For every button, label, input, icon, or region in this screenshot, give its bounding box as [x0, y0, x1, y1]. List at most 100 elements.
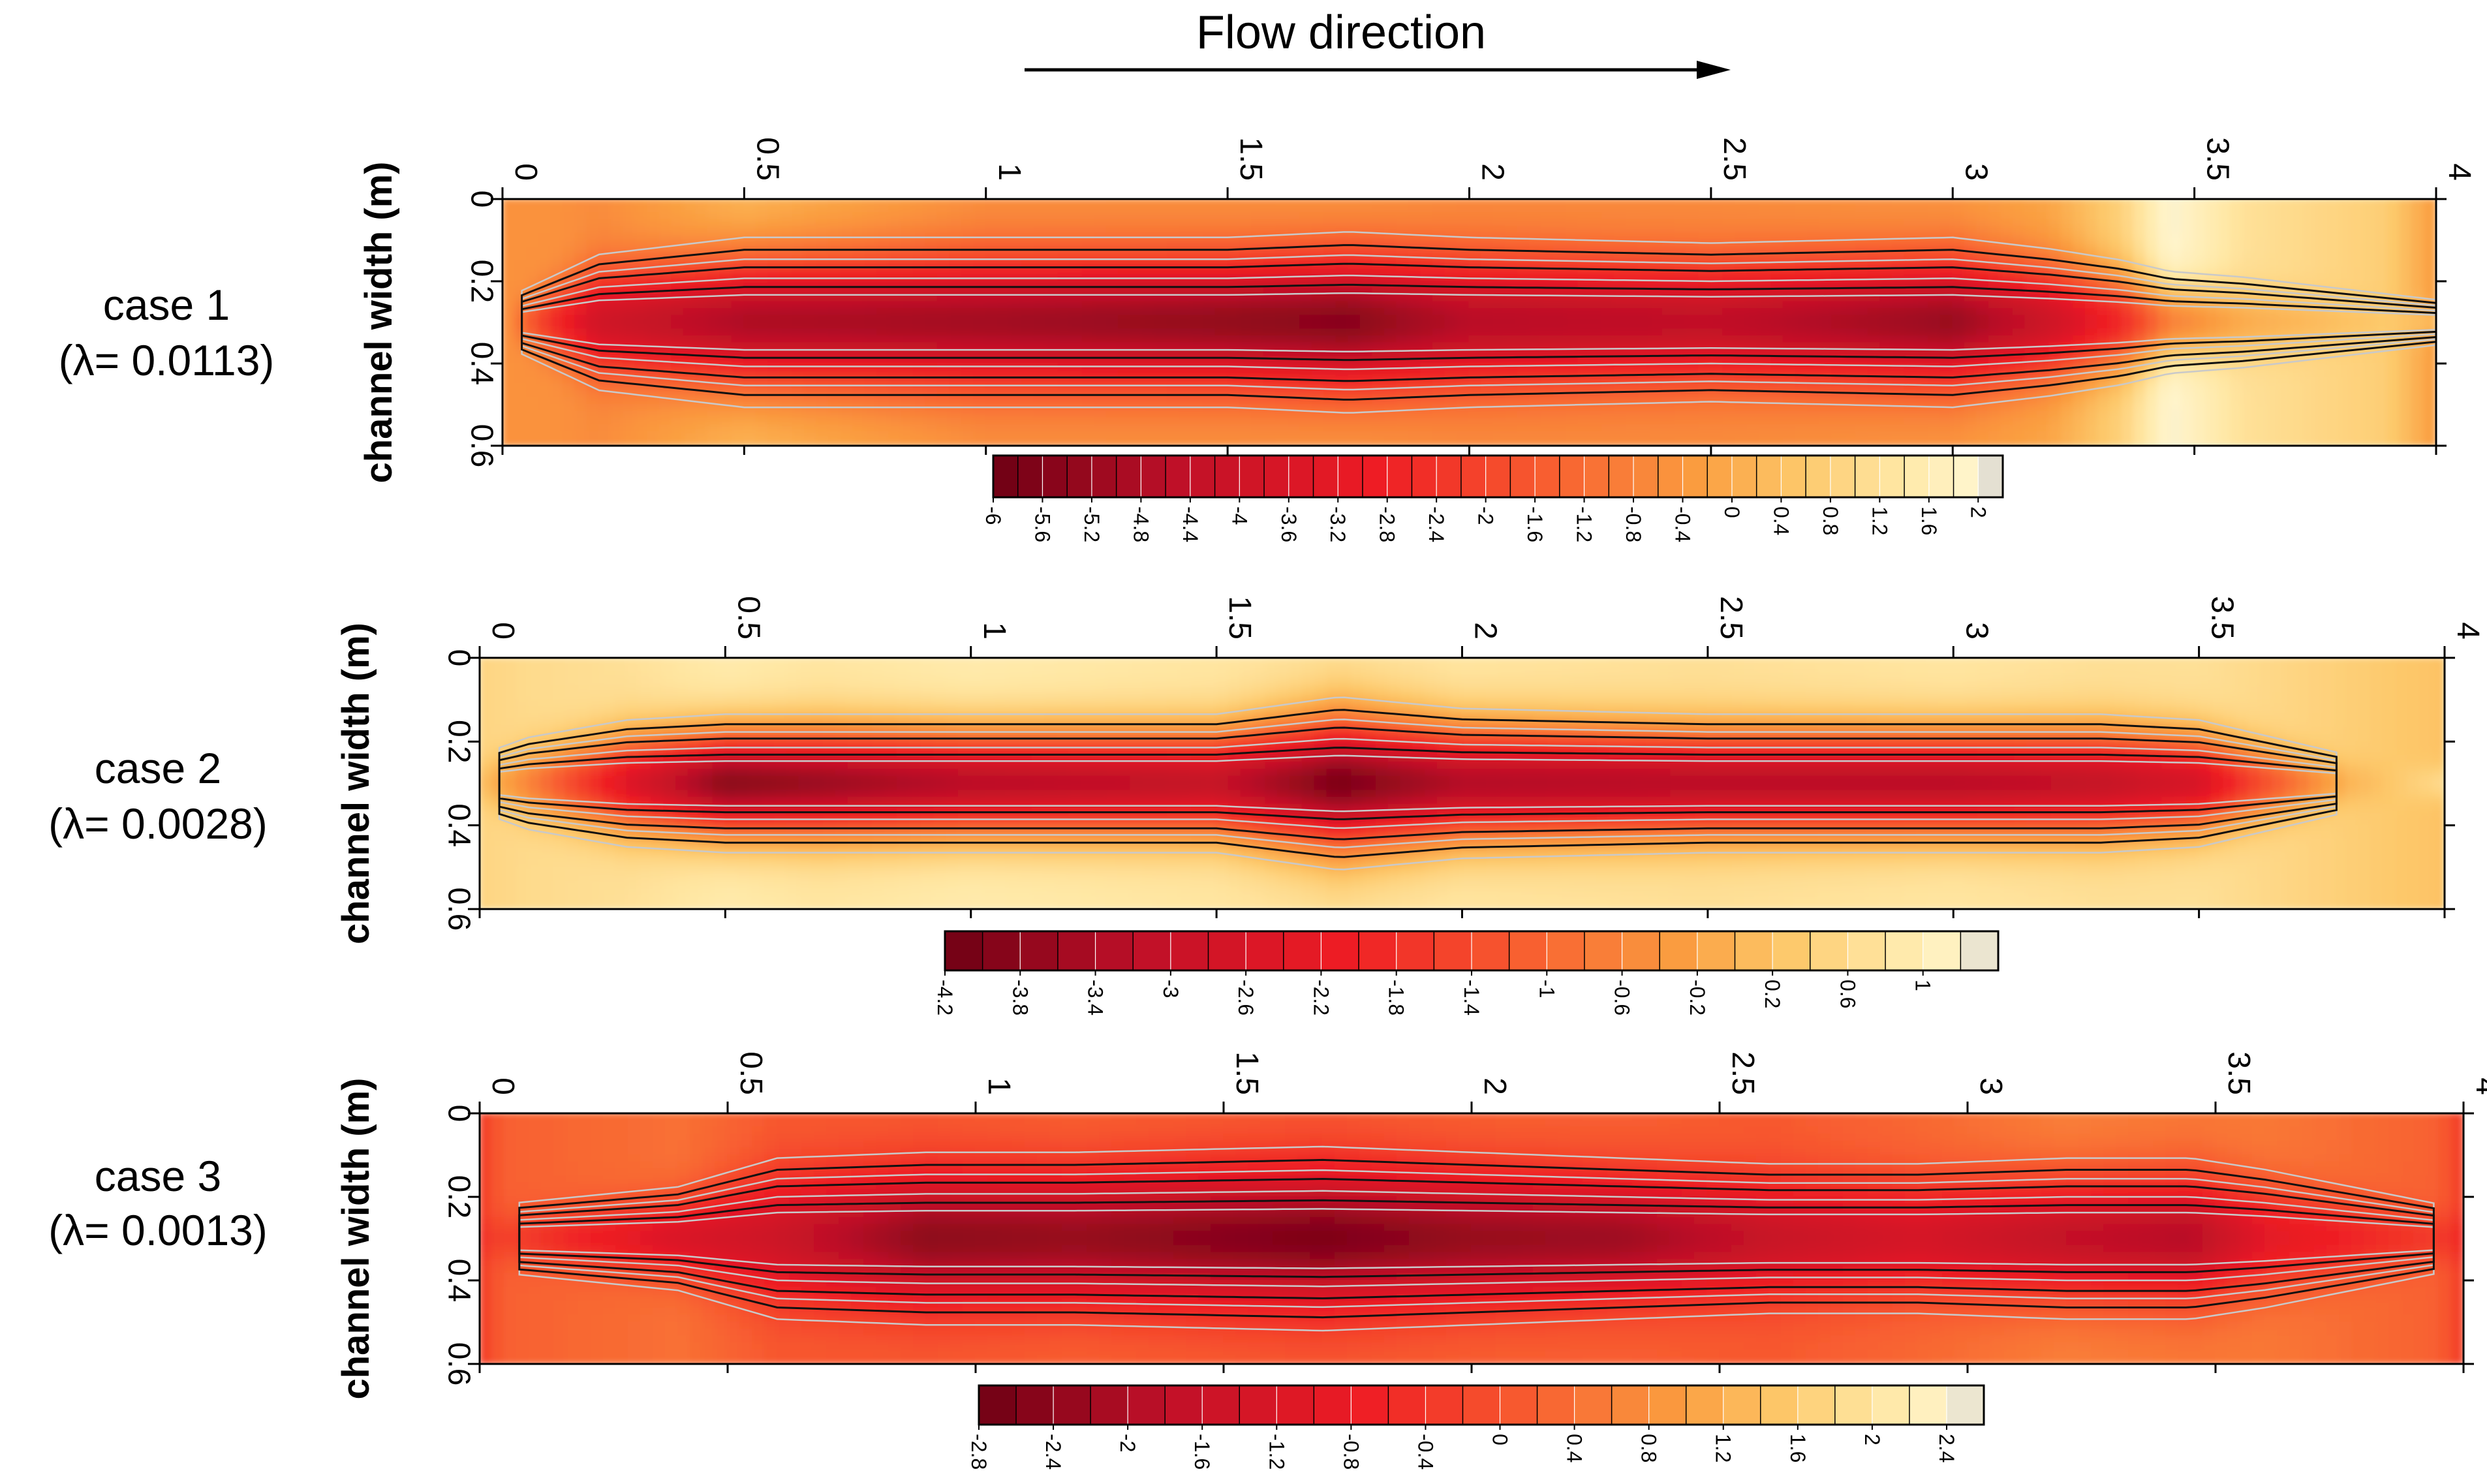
colorbar-label: -1.4: [1460, 980, 1483, 1015]
colorbar-bin: [1885, 931, 1924, 971]
colorbar-bin: [1904, 455, 1930, 498]
colorbar-bin: [1053, 1385, 1092, 1425]
colorbar-bin: [1066, 455, 1093, 498]
y-tick-label: 0.2: [465, 260, 499, 303]
colorbar-label: -0.8: [1622, 506, 1645, 542]
colorbar-bin: [1760, 1385, 1799, 1425]
colorbar-label: -1.8: [1385, 980, 1408, 1015]
y-tick-label: 0.2: [442, 1175, 476, 1219]
colorbar-label: -6: [981, 506, 1005, 525]
colorbar-label: 2: [1966, 506, 1990, 518]
x-tick-label: 0: [486, 622, 520, 640]
colorbar-bin: [1772, 931, 1811, 971]
colorbar-bin: [1471, 931, 1510, 971]
y-tick-label: 0.6: [442, 888, 476, 931]
colorbar-bin: [978, 1385, 1017, 1425]
colorbar-label: -2.8: [967, 1434, 991, 1470]
x-tick-label: 3.5: [2221, 1051, 2256, 1095]
heat-field: [502, 199, 2436, 446]
colorbar-bin: [1358, 931, 1397, 971]
x-tick-label: 3: [1959, 622, 1994, 640]
colorbar-bin: [1734, 931, 1774, 971]
case-label: case 3: [95, 1152, 221, 1200]
contour-lines: [498, 696, 2338, 871]
colorbar-label: -4.8: [1129, 506, 1152, 542]
colorbar-bin: [1633, 455, 1659, 498]
colorbar-label: -3.2: [1326, 506, 1350, 542]
x-tick-label: 3: [1958, 163, 1993, 181]
colorbar-label: 0: [1720, 506, 1744, 518]
colorbar-label: -2.2: [1309, 980, 1333, 1015]
colorbar-bin: [1780, 455, 1807, 498]
y-tick-label: 0: [442, 649, 476, 667]
colorbar-bin: [1337, 455, 1364, 498]
colorbar-bin: [1534, 455, 1560, 498]
colorbar-label: 0.6: [1836, 980, 1859, 1008]
colorbar-bin: [1201, 1385, 1241, 1425]
flow-direction-arrow: [1025, 61, 1731, 79]
colorbar-label: -0.6: [1611, 980, 1634, 1015]
colorbar-bin: [1387, 1385, 1427, 1425]
colorbar-bin: [1017, 455, 1043, 498]
colorbar-bin: [1436, 455, 1462, 498]
colorbar-bin: [1536, 1385, 1575, 1425]
x-tick-label: 4: [2450, 622, 2485, 640]
colorbar-label: -0.2: [1686, 980, 1709, 1015]
y-tick-label: 0.6: [442, 1342, 476, 1386]
panels-container: 0 0.5 1 1.5 2 2.5 3 3.5 4 0 0.2 0.4 0.6 channel width…: [48, 137, 2487, 1470]
colorbar-bin: [1350, 1385, 1389, 1425]
contour-lines: [518, 1145, 2435, 1332]
colorbar-bin: [1214, 455, 1241, 498]
case-label: case 2: [95, 744, 221, 792]
colorbar-bin: [1019, 931, 1059, 971]
x-tick-label: 2.5: [1725, 1051, 1760, 1095]
colorbar-bin: [1312, 455, 1339, 498]
colorbar-label: 0.8: [1819, 506, 1842, 535]
x-tick-label: 2: [1468, 622, 1503, 640]
colorbar-bin: [1276, 1385, 1315, 1425]
x-tick-label: 2: [1477, 1077, 1512, 1095]
colorbar-bin: [1239, 455, 1265, 498]
colorbar-bin: [1573, 1385, 1613, 1425]
colorbar-bin: [1682, 455, 1708, 498]
colorbar: -6 -5.6 -5.2 -4.8 -4.4 -4 -3.6 -3.2 -2.8 -2.4 -2 -1…: [981, 454, 2004, 542]
colorbar-bin: [1611, 1385, 1650, 1425]
y-tick-label: 0: [442, 1105, 476, 1122]
colorbar-bin: [1091, 455, 1117, 498]
colorbar-label: 1.6: [1917, 506, 1941, 535]
colorbar-label: -4.4: [1179, 506, 1202, 542]
colorbar-bin: [1648, 1385, 1687, 1425]
colorbar-bin: [981, 931, 1021, 971]
y-tick-label: 0.4: [442, 803, 476, 847]
colorbar-bin: [1396, 931, 1435, 971]
colorbar-label: -2.4: [1425, 506, 1448, 542]
colorbar-bin: [1411, 455, 1438, 498]
y-axis-title: channel width (m): [358, 162, 400, 484]
colorbar-label: -2: [1116, 1434, 1139, 1452]
x-tick-label: 0.5: [734, 1051, 768, 1095]
colorbar-label: 0.4: [1563, 1434, 1586, 1462]
lambda-label: (λ= 0.0028): [48, 799, 268, 848]
colorbar-label: 2: [1861, 1434, 1884, 1445]
colorbar-bin: [1830, 455, 1856, 498]
contour-lines: [521, 231, 2436, 414]
colorbar-label: 0.8: [1637, 1434, 1661, 1462]
y-tick-label: 0.4: [442, 1259, 476, 1303]
x-tick-label: 0.5: [750, 137, 784, 181]
panel-case-2: 0 0.5 1 1.5 2 2.5 3 3.5 4 0 0.2 0.4 0.6 channel width…: [48, 596, 2485, 1015]
x-tick-label: 3: [1973, 1077, 2008, 1095]
colorbar-bin: [1127, 1385, 1166, 1425]
y-tick-label: 0.4: [465, 342, 499, 386]
colorbar-bin: [1140, 455, 1167, 498]
colorbar-label: 0: [1489, 1434, 1512, 1445]
colorbar-bin: [1872, 1385, 1911, 1425]
colorbar-label: -2.6: [1234, 980, 1258, 1015]
colorbar-bin: [1015, 1385, 1055, 1425]
colorbar-bin: [1509, 455, 1536, 498]
colorbar-bin: [1960, 931, 2000, 971]
colorbar-label: -0.4: [1671, 506, 1694, 542]
colorbar-label: -1.2: [1573, 506, 1596, 542]
colorbar-bin: [1239, 1385, 1278, 1425]
colorbar-bin: [1090, 1385, 1129, 1425]
